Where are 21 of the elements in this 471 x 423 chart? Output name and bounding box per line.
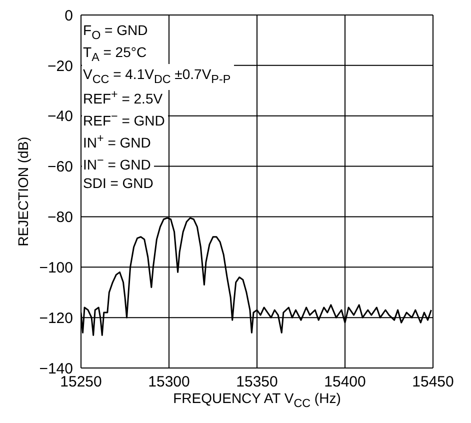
annotation: REF$^{−}$ = GND — [82, 107, 168, 132]
x-tick-label: 15400 — [324, 374, 366, 391]
y-tick-label: −100 — [39, 259, 73, 276]
annotation: REF$^{+}$ = 2.5V — [82, 85, 166, 110]
y-tick-label: −20 — [48, 58, 73, 75]
x-tick-label: 15300 — [148, 374, 190, 391]
annotation: V$_{CC}$ = 4.1V$_{DC}$ ±0.7V$_{P-P}$ — [83, 66, 231, 86]
y-tick-label: 0 — [64, 7, 73, 24]
annotation: T$_{A}$ = 25°C — [83, 44, 147, 64]
x-tick-label: 15350 — [236, 374, 278, 391]
y-tick-label: −40 — [48, 108, 73, 126]
annotation: IN$^{−}$ = GND — [82, 150, 154, 176]
x-axis-title: FREQUENCY AT V$_{CC}$ (Hz) — [173, 390, 341, 410]
y-tick-label: −60 — [48, 158, 73, 176]
x-tick-label: 15450 — [412, 374, 454, 391]
annotation: F$_{O}$ = GND — [83, 22, 148, 42]
annotation: SDI = GND — [82, 172, 156, 194]
annotation: IN$^{+}$ = GND — [82, 128, 154, 154]
y-tick-label: −80 — [48, 209, 73, 226]
y-tick-label: −120 — [39, 310, 73, 327]
y-axis-title: REJECTION (dB) — [14, 136, 31, 246]
